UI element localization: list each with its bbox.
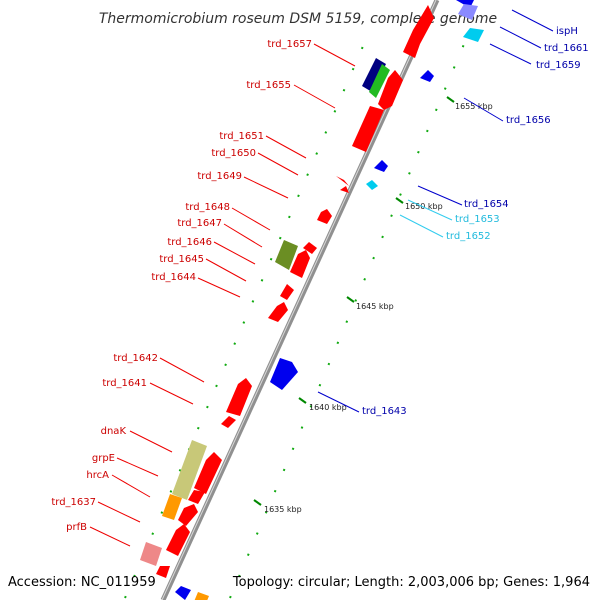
label-trd_1642[interactable]: trd_1642 [113, 353, 158, 364]
tick-1650 [395, 197, 404, 204]
scale-label-1635: 1635 kbp [264, 505, 302, 514]
label-grpE[interactable]: grpE [92, 453, 115, 464]
gene-trd_1644[interactable] [268, 302, 288, 322]
gene-trd_1637[interactable] [166, 524, 190, 556]
feature-hrcA-orange[interactable] [162, 494, 182, 520]
feature-trd_1657-navy[interactable] [362, 58, 386, 92]
forward-features [140, 5, 434, 600]
label-hrcA[interactable]: hrcA [86, 470, 109, 481]
reverse-light-labels: trd_1653 trd_1652 [446, 214, 500, 242]
forward-labels: trd_1657 trd_1655 trd_1651 trd_1650 trd_… [51, 39, 312, 533]
reverse-labels: ispH trd_1661 trd_1659 trd_1656 trd_1654… [362, 26, 589, 417]
label-trd_1655[interactable]: trd_1655 [246, 80, 291, 91]
map-title: Thermomicrobium roseum DSM 5159, complet… [99, 11, 497, 27]
scale-label-1655: 1655 kbp [455, 102, 493, 111]
gene-trd_1649[interactable] [317, 209, 332, 224]
gene-trd_1642[interactable] [226, 378, 252, 416]
gene-trd_1647[interactable] [290, 250, 310, 278]
gene-trd_1659[interactable] [463, 28, 484, 42]
gene-trd_1641[interactable] [221, 416, 236, 428]
tick-1645 [346, 296, 355, 303]
feature-dnaK-khaki[interactable] [172, 440, 207, 500]
gene-trd_1653[interactable] [366, 180, 378, 190]
scale-label-1640: 1640 kbp [309, 403, 347, 412]
label-trd_1643[interactable]: trd_1643 [362, 406, 407, 417]
label-ispH[interactable]: ispH [556, 26, 578, 37]
gene-prfB[interactable] [156, 566, 170, 578]
label-trd_1661[interactable]: trd_1661 [544, 43, 589, 54]
label-trd_1651[interactable]: trd_1651 [219, 131, 264, 142]
gene-trd_1657[interactable] [403, 5, 434, 58]
label-trd_1653[interactable]: trd_1653 [455, 214, 500, 225]
tick-1640 [298, 397, 307, 404]
gene-trd_1645[interactable] [280, 284, 294, 300]
label-trd_1644[interactable]: trd_1644 [151, 272, 196, 283]
gene-trd_1648[interactable] [303, 242, 317, 254]
scale-ticks [253, 96, 455, 506]
inner-guide [124, 29, 371, 599]
scale-label-1650: 1650 kbp [405, 202, 443, 211]
feature-bottom-orange[interactable] [193, 592, 209, 600]
label-trd_1659[interactable]: trd_1659 [536, 60, 581, 71]
gene-trd_1643[interactable] [270, 358, 298, 390]
accession-text: Accession: NC_011959 [8, 575, 156, 590]
label-dnaK[interactable]: dnaK [101, 426, 127, 437]
tick-1655 [446, 96, 455, 103]
scale-label-1645: 1645 kbp [356, 302, 394, 311]
reverse-label-leaders [317, 9, 554, 413]
reverse-features [270, 0, 484, 390]
feature-prfB-pink[interactable] [140, 542, 162, 566]
gene-dnaK[interactable] [194, 452, 222, 494]
gene-trd_1651[interactable] [336, 176, 349, 186]
scale-labels: 1655 kbp 1650 kbp 1645 kbp 1640 kbp 1635… [264, 102, 493, 514]
label-trd_1656[interactable]: trd_1656 [506, 115, 551, 126]
label-trd_1641[interactable]: trd_1641 [102, 378, 147, 389]
label-trd_1645[interactable]: trd_1645 [159, 254, 204, 265]
feature-bottom-blue[interactable] [175, 586, 191, 600]
reverse-light-label-leaders [399, 199, 453, 238]
label-trd_1657[interactable]: trd_1657 [267, 39, 312, 50]
label-trd_1649[interactable]: trd_1649 [197, 171, 242, 182]
gene-grpE[interactable] [188, 490, 205, 504]
gene-trd_1655[interactable] [378, 70, 403, 110]
gene-trd_1661[interactable] [458, 4, 478, 20]
label-trd_1654[interactable]: trd_1654 [464, 199, 509, 210]
label-trd_1652[interactable]: trd_1652 [446, 231, 491, 242]
label-trd_1647[interactable]: trd_1647 [177, 218, 222, 229]
tick-1635 [253, 499, 262, 506]
feature-trd_1646-olive[interactable] [275, 240, 298, 270]
genome-summary-text: Topology: circular; Length: 2,003,006 bp… [232, 575, 590, 590]
feature-trd_1657-green[interactable] [369, 64, 390, 98]
label-trd_1650[interactable]: trd_1650 [211, 148, 256, 159]
label-trd_1637[interactable]: trd_1637 [51, 497, 96, 508]
label-prfB[interactable]: prfB [66, 522, 87, 533]
gene-trd_1654[interactable] [374, 160, 388, 172]
forward-label-leaders [89, 43, 356, 547]
gene-hrcA[interactable] [178, 504, 198, 526]
gene-trd_1656[interactable] [420, 70, 434, 82]
gene-trd_1655b[interactable] [352, 106, 384, 152]
label-trd_1646[interactable]: trd_1646 [167, 237, 212, 248]
label-trd_1648[interactable]: trd_1648 [185, 202, 230, 213]
gene-trd_1650[interactable] [340, 186, 349, 193]
